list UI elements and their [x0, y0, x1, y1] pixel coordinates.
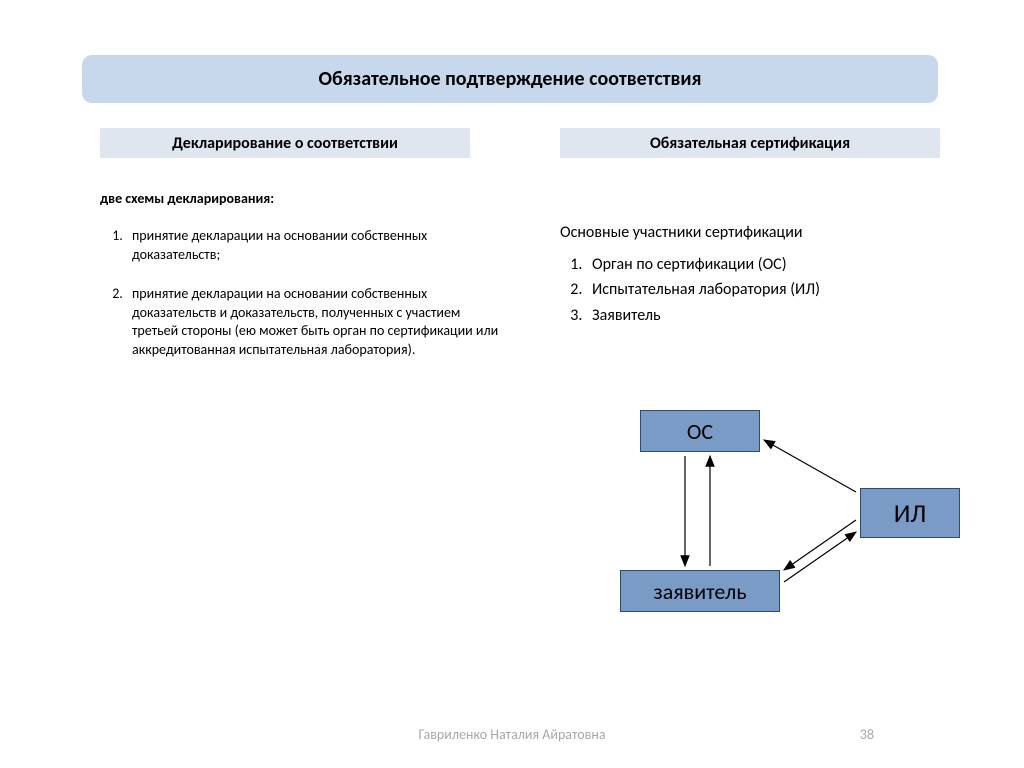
list-item: принятие декларации на основании собстве…: [126, 227, 500, 265]
list-item: Орган по сертификации (ОС): [586, 252, 960, 278]
diagram-node-il: ИЛ: [860, 488, 960, 538]
left-list: принятие декларации на основании собстве…: [100, 227, 500, 360]
page-title: Обязательное подтверждение соответствия: [82, 55, 938, 103]
diagram-node-os: ОС: [640, 410, 760, 452]
right-lead: Основные участники сертификации: [560, 220, 960, 246]
list-item: Заявитель: [586, 303, 960, 329]
right-list: Орган по сертификации (ОС) Испытательная…: [560, 252, 960, 329]
right-heading: Обязательная сертификация: [560, 128, 940, 158]
page-number: 38: [860, 726, 874, 743]
left-heading: Декларирование о соответствии: [100, 128, 470, 158]
left-lead: две схемы декларирования:: [100, 190, 500, 209]
list-item: Испытательная лаборатория (ИЛ): [586, 277, 960, 303]
left-column: две схемы декларирования: принятие декла…: [100, 190, 500, 380]
right-column: Основные участники сертификации Орган по…: [560, 220, 960, 328]
diagram-node-app: заявитель: [620, 570, 780, 612]
list-item: принятие декларации на основании собстве…: [126, 285, 500, 361]
certification-diagram: ОС ИЛ заявитель: [560, 410, 970, 630]
